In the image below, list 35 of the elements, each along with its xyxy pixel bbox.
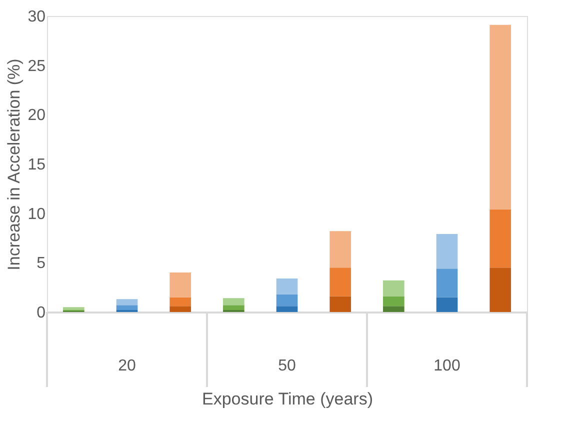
bar <box>276 306 298 312</box>
y-tick-label: 25 <box>28 58 46 75</box>
bar <box>383 280 404 296</box>
bar <box>116 299 138 306</box>
bar <box>436 268 458 298</box>
bar <box>490 268 511 312</box>
bar <box>223 298 244 306</box>
bar <box>170 297 191 306</box>
y-tick-label: 15 <box>28 156 46 174</box>
bar <box>436 297 458 312</box>
bar <box>383 296 404 306</box>
x-tick-label: 50 <box>278 358 296 374</box>
y-tick-label: 5 <box>36 255 46 272</box>
bar <box>223 305 244 310</box>
y-tick-label: 20 <box>28 107 46 124</box>
bar <box>170 306 191 312</box>
bar <box>276 294 298 306</box>
x-axis-title: Exposure Time (years) <box>202 390 373 408</box>
y-tick-label: 0 <box>36 304 46 322</box>
x-tick-label: 100 <box>434 358 460 374</box>
y-axis-title: Increase in Acceleration (%) <box>4 58 24 270</box>
bar <box>383 306 404 312</box>
bar <box>490 24 511 210</box>
bar <box>330 268 351 296</box>
bar <box>116 305 138 310</box>
bar <box>330 296 351 312</box>
x-tick-label: 20 <box>118 358 136 374</box>
y-tick-label: 10 <box>28 206 46 223</box>
bar <box>63 307 84 310</box>
y-tick-label: 30 <box>28 8 46 26</box>
bar <box>490 209 511 268</box>
bar <box>276 278 298 294</box>
bar <box>436 234 458 269</box>
bar <box>170 272 191 298</box>
bar <box>330 231 351 268</box>
